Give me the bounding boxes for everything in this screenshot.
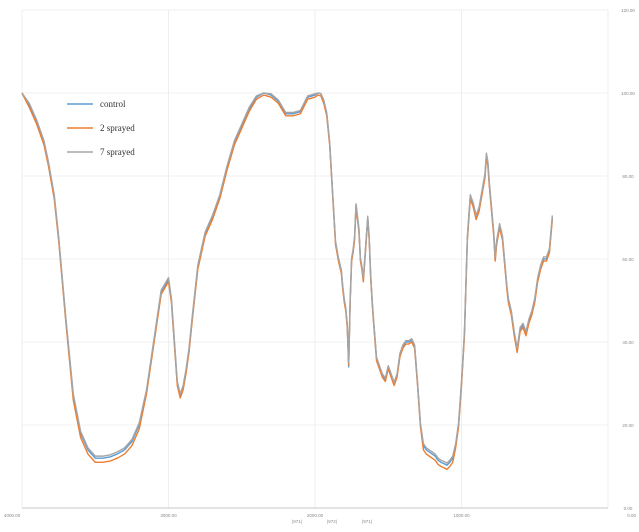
- y-tick-label: 20.00: [622, 423, 634, 428]
- series-lines: [21, 92, 554, 471]
- series-line-7-sprayed: [21, 92, 554, 464]
- x-axis-annotation: (971): [362, 519, 373, 524]
- legend-label: control: [100, 99, 126, 109]
- x-axis-annotation: (971): [292, 519, 303, 524]
- x-tick-label: 0.00: [627, 513, 636, 518]
- x-tick-label: 2000.00: [307, 513, 324, 518]
- y-tick-label: 40.00: [622, 340, 634, 345]
- tick-labels: 4000.00 3000.00 2000.00 1000.00 0.00 0.00 20.0…: [4, 8, 636, 524]
- x-tick-label: 3000.00: [160, 513, 177, 518]
- y-tick-label: 120.00: [621, 8, 635, 13]
- x-axis-annotation: (972): [327, 519, 338, 524]
- y-tick-label: 0.00: [624, 506, 633, 511]
- y-tick-label: 80.00: [622, 174, 634, 179]
- legend: control 2 sprayed 7 sprayed: [67, 99, 135, 157]
- x-tick-label: 1000.00: [453, 513, 470, 518]
- grid-lines: [21, 9, 609, 509]
- x-tick-label: 4000.00: [4, 513, 21, 518]
- y-tick-label: 100.00: [621, 91, 635, 96]
- y-tick-label: 60.00: [622, 257, 634, 262]
- legend-label: 7 sprayed: [100, 147, 135, 157]
- legend-label: 2 sprayed: [100, 123, 135, 133]
